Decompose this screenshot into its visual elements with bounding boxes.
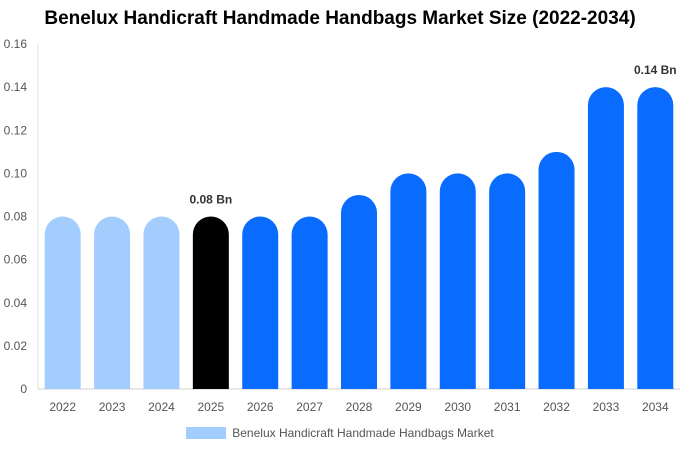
y-tick-label: 0.10 [4,166,28,180]
x-tick-label: 2031 [494,400,521,414]
bar-2034 [637,87,674,389]
data-labels: 0.08 Bn 0.14 Bn [190,63,677,206]
y-tick-label: 0.06 [4,253,28,267]
x-axis: 2022 2023 2024 2025 2026 2027 2028 2029 2030 2031… [38,388,680,414]
x-tick-label: 2032 [543,400,570,414]
bar-2029 [390,173,427,389]
bar-2026 [242,216,279,389]
bar-chart: 00.020.040.060.080.100.120.140.16 2022 20… [4,37,680,414]
bar-2031 [489,173,526,389]
legend-label: Benelux Handicraft Handmade Handbags Mar… [232,425,494,440]
y-tick-label: 0.14 [4,80,28,94]
x-tick-label: 2026 [247,400,274,414]
y-tick-label: 0.08 [4,210,28,224]
x-tick-label: 2033 [593,400,620,414]
bar-2024 [143,216,180,389]
bar-2027 [291,216,328,389]
x-tick-label: 2024 [148,400,175,414]
y-tick-label: 0 [20,382,27,396]
legend-swatch [186,426,227,439]
legend: Benelux Handicraft Handmade Handbags Mar… [0,425,680,440]
x-tick-label: 2028 [346,400,373,414]
x-tick-label: 2025 [197,400,224,414]
y-tick-label: 0.04 [4,296,28,310]
bar-2028 [341,194,377,389]
bar-2033 [587,87,624,389]
bar-2032 [538,151,575,389]
bar-2030 [439,173,476,389]
x-tick-label: 2022 [49,400,76,414]
y-axis: 0 0.02 0.04 0.06 0.08 0.10 0.12 0.14 0.16 [4,37,39,396]
x-tick-label: 2034 [642,400,669,414]
data-label-2034: 0.14 Bn [634,63,677,77]
x-tick-label: 2029 [395,400,422,414]
x-tick-label: 2027 [296,400,323,414]
data-label-2025: 0.08 Bn [190,193,233,207]
bar-2023 [94,216,131,389]
chart-title: Benelux Handicraft Handmade Handbags Mar… [44,8,636,29]
bars [44,87,674,389]
y-tick-label: 0.02 [4,339,28,353]
bar-2025 [192,216,229,389]
x-tick-label: 2023 [99,400,126,414]
x-tick-label: 2030 [444,400,471,414]
bar-2022 [44,216,81,389]
y-tick-label: 0.16 [4,37,28,51]
y-tick-label: 0.12 [4,123,28,137]
